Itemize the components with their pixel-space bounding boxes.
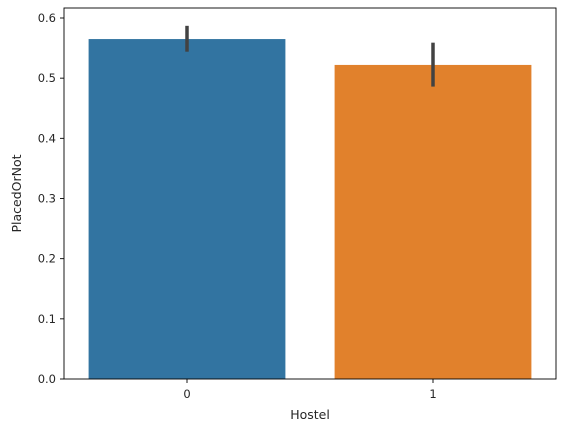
y-axis-label: PlacedOrNot (9, 154, 24, 232)
y-tick-label: 0.0 (38, 372, 56, 386)
plot-frame (63, 7, 557, 380)
bar-1 (334, 64, 532, 380)
y-tick-label: 0.5 (38, 71, 56, 85)
x-tick-label: 1 (429, 387, 436, 401)
x-axis-label: Hostel (290, 407, 330, 422)
x-tick-label: 0 (183, 387, 190, 401)
bar-0 (88, 39, 286, 379)
bars-layer (88, 39, 532, 380)
y-axis: 0.0 0.1 0.2 0.3 0.4 0.5 0.6 (38, 11, 64, 386)
y-tick-label: 0.3 (38, 192, 56, 206)
y-tick-label: 0.4 (38, 131, 56, 145)
error-bars-layer (185, 25, 435, 87)
y-tick-label: 0.2 (38, 252, 56, 266)
y-tick-label: 0.1 (38, 312, 56, 326)
y-tick-label: 0.6 (38, 11, 56, 25)
